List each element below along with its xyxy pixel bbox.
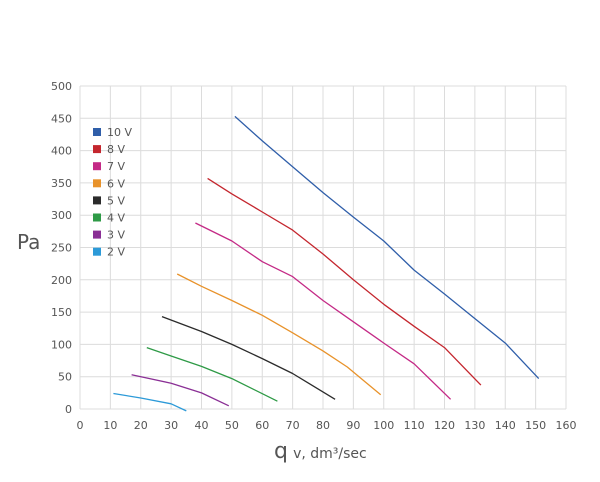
x-tick-label: 160 [556,419,577,432]
legend-label: 3 V [107,229,125,242]
y-tick-label: 100 [51,338,72,351]
series-line [161,315,336,400]
legend-label: 7 V [107,160,125,173]
y-tick-label: 500 [51,80,72,93]
legend-label: 10 V [107,126,132,139]
x-tick-label: 80 [316,419,330,432]
legend-label: 4 V [107,212,125,225]
legend-swatch [93,145,101,154]
series-line [195,222,452,400]
y-tick-label: 350 [51,177,72,190]
series-line [207,177,482,386]
legend-label: 5 V [107,194,125,207]
x-tick-label: 50 [225,419,239,432]
x-tick-label: 70 [286,419,300,432]
series-line [234,115,540,380]
y-tick-label: 0 [65,403,72,416]
series-lines [113,115,540,412]
series-line [176,273,382,396]
legend-swatch [93,196,101,205]
x-tick-label: 30 [164,419,178,432]
legend-swatch [93,179,101,188]
x-tick-label: 90 [346,419,360,432]
legend-label: 2 V [107,246,125,259]
y-tick-label: 200 [51,274,72,287]
x-tick-label: 120 [434,419,455,432]
series-line [146,346,278,402]
legend-swatch [93,213,101,222]
x-tick-label: 40 [195,419,209,432]
x-tick-label: 110 [404,419,425,432]
x-axis-label-unit: v, dm³/sec [293,446,367,462]
legend-swatch [93,247,101,256]
legend: 10 V 8 V 7 V 6 V 5 V 4 V 3 V 2 V [93,126,132,259]
legend-label: 8 V [107,143,125,156]
x-tick-label: 140 [495,419,516,432]
x-tick-label: 150 [525,419,546,432]
y-tick-label: 250 [51,242,72,255]
y-tick-label: 400 [51,145,72,158]
y-axis-label: Pa [17,230,40,254]
y-tick-label: 150 [51,306,72,319]
y-tick-label: 50 [58,371,72,384]
legend-label: 6 V [107,177,125,190]
legend-swatch [93,230,101,239]
x-tick-label: 10 [103,419,117,432]
series-line [131,374,230,407]
y-tick-label: 300 [51,209,72,222]
x-tick-label: 100 [373,419,394,432]
x-axis-ticks: 0 10 20 30 40 50 60 70 80 90 100 110 120 130 140 150 160 [77,419,577,432]
x-tick-label: 0 [77,419,84,432]
x-axis-label-symbol: q [274,439,288,464]
y-tick-label: 450 [51,112,72,125]
series-line [113,392,187,412]
x-tick-label: 130 [464,419,485,432]
x-tick-label: 20 [134,419,148,432]
legend-swatch [93,162,101,171]
y-axis-ticks: 0 50 100 150 200 250 300 350 400 450 500 [51,80,72,416]
legend-swatch [93,128,101,136]
grid [79,85,567,410]
x-tick-label: 60 [255,419,269,432]
x-axis-label: q v, dm³/sec [274,439,367,464]
